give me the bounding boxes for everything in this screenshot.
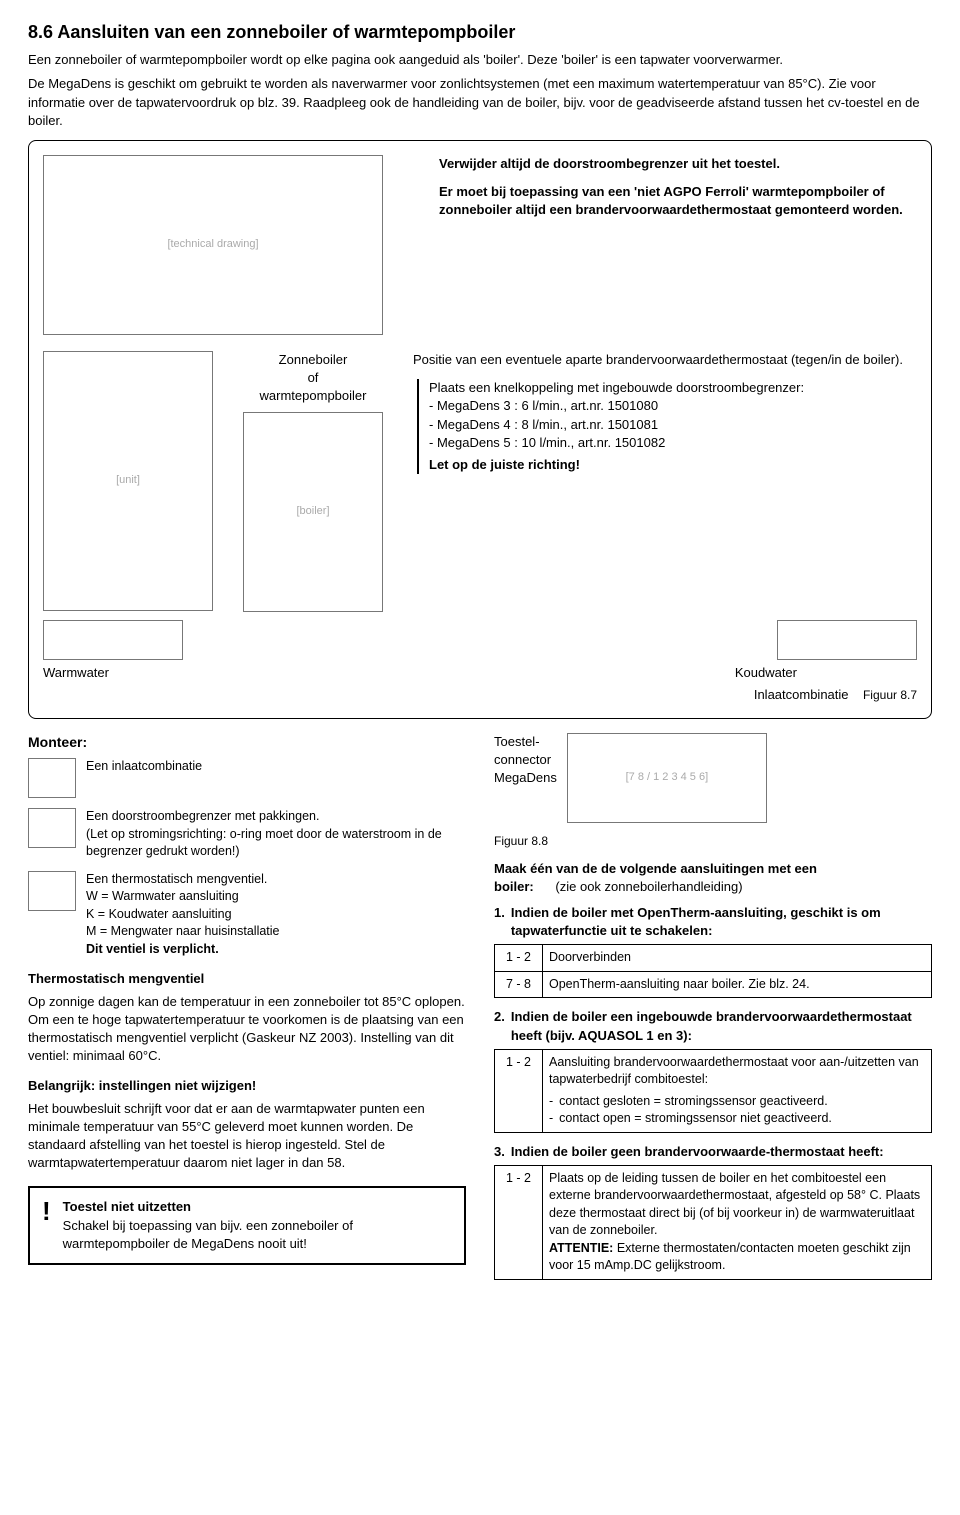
warning-body: Schakel bij toepassing van bijv. een zon…	[63, 1218, 353, 1251]
mixing-valve-icon	[43, 620, 183, 660]
notice-thermostat-required: Er moet bij toepassing van een 'niet AGP…	[439, 183, 917, 219]
thermo-mix-body: Op zonnige dagen kan de temperatuur in e…	[28, 993, 466, 1066]
flow-labels-2: Inlaatcombinatie Figuur 8.7	[43, 686, 917, 704]
right-column: Toestel- connector MegaDens [7 8 / 1 2 3…	[494, 733, 932, 1290]
flow-labels: Warmwater Koudwater	[43, 664, 917, 682]
important-body: Het bouwbesluit schrijft voor dat er aan…	[28, 1100, 466, 1173]
mix-valve-icon	[28, 871, 76, 911]
important-heading: Belangrijk: instellingen niet wijzigen!	[28, 1077, 466, 1095]
monteer-heading: Monteer:	[28, 733, 466, 753]
left-column: Monteer: Een inlaatcombinatie Een doorst…	[28, 733, 466, 1290]
option-2: 2. Indien de boiler een ingebouwde brand…	[494, 1008, 932, 1044]
thermo-mix-heading: Thermostatisch mengventiel	[28, 970, 466, 988]
warning-box: ! Toestel niet uitzetten Schakel bij toe…	[28, 1186, 466, 1265]
monteer-item-3: Een thermostatisch mengventiel. W = Warm…	[86, 871, 280, 959]
monteer-item-2: Een doorstroombegrenzer met pakkingen. (…	[86, 808, 466, 861]
connector-terminals-illustration: [7 8 / 1 2 3 4 5 6]	[567, 733, 767, 823]
notice-remove-limiter: Verwijder altijd de doorstroombegrenzer …	[439, 155, 917, 173]
coupling-spec-block: Plaats een knelkoppeling met ingebouwde …	[417, 379, 917, 474]
option-3: 3. Indien de boiler geen brandervoorwaar…	[494, 1143, 932, 1161]
diagram-frame: [technical drawing] Verwijder altijd de …	[28, 140, 932, 719]
connector-label: Toestel- connector MegaDens	[494, 733, 557, 788]
warning-icon: !	[42, 1198, 51, 1224]
external-boiler-illustration: [boiler]	[243, 412, 383, 612]
figure-8-8-label: Figuur 8.8	[494, 833, 932, 850]
monteer-item-1: Een inlaatcombinatie	[86, 758, 202, 798]
table-option-1: 1 - 2Doorverbinden 7 - 8OpenTherm-aanslu…	[494, 944, 932, 998]
table-option-3: 1 - 2 Plaats op de leiding tussen de boi…	[494, 1165, 932, 1280]
inlet-combination-icon	[777, 620, 917, 660]
flow-limiter-icon	[28, 808, 76, 848]
inlet-combi-icon	[28, 758, 76, 798]
boiler-cutaway-illustration: [technical drawing]	[43, 155, 383, 335]
boiler-label: Zonneboiler of warmtepompboiler	[233, 351, 393, 406]
table-option-2: 1 - 2 Aansluiting brandervoorwaardetherm…	[494, 1049, 932, 1133]
thermostat-position-note: Positie van een eventuele aparte brander…	[413, 351, 917, 369]
intro-p2: De MegaDens is geschikt om gebruikt te w…	[28, 75, 932, 130]
megadens-unit-illustration: [unit]	[43, 351, 213, 611]
option-1: 1. Indien de boiler met OpenTherm-aanslu…	[494, 904, 932, 940]
page-title: 8.6 Aansluiten van een zonneboiler of wa…	[28, 20, 932, 45]
intro-p1: Een zonneboiler of warmtepompboiler word…	[28, 51, 932, 69]
warning-title: Toestel niet uitzetten	[63, 1199, 191, 1214]
make-connection-intro: Maak één van de de volgende aansluitinge…	[494, 860, 932, 896]
